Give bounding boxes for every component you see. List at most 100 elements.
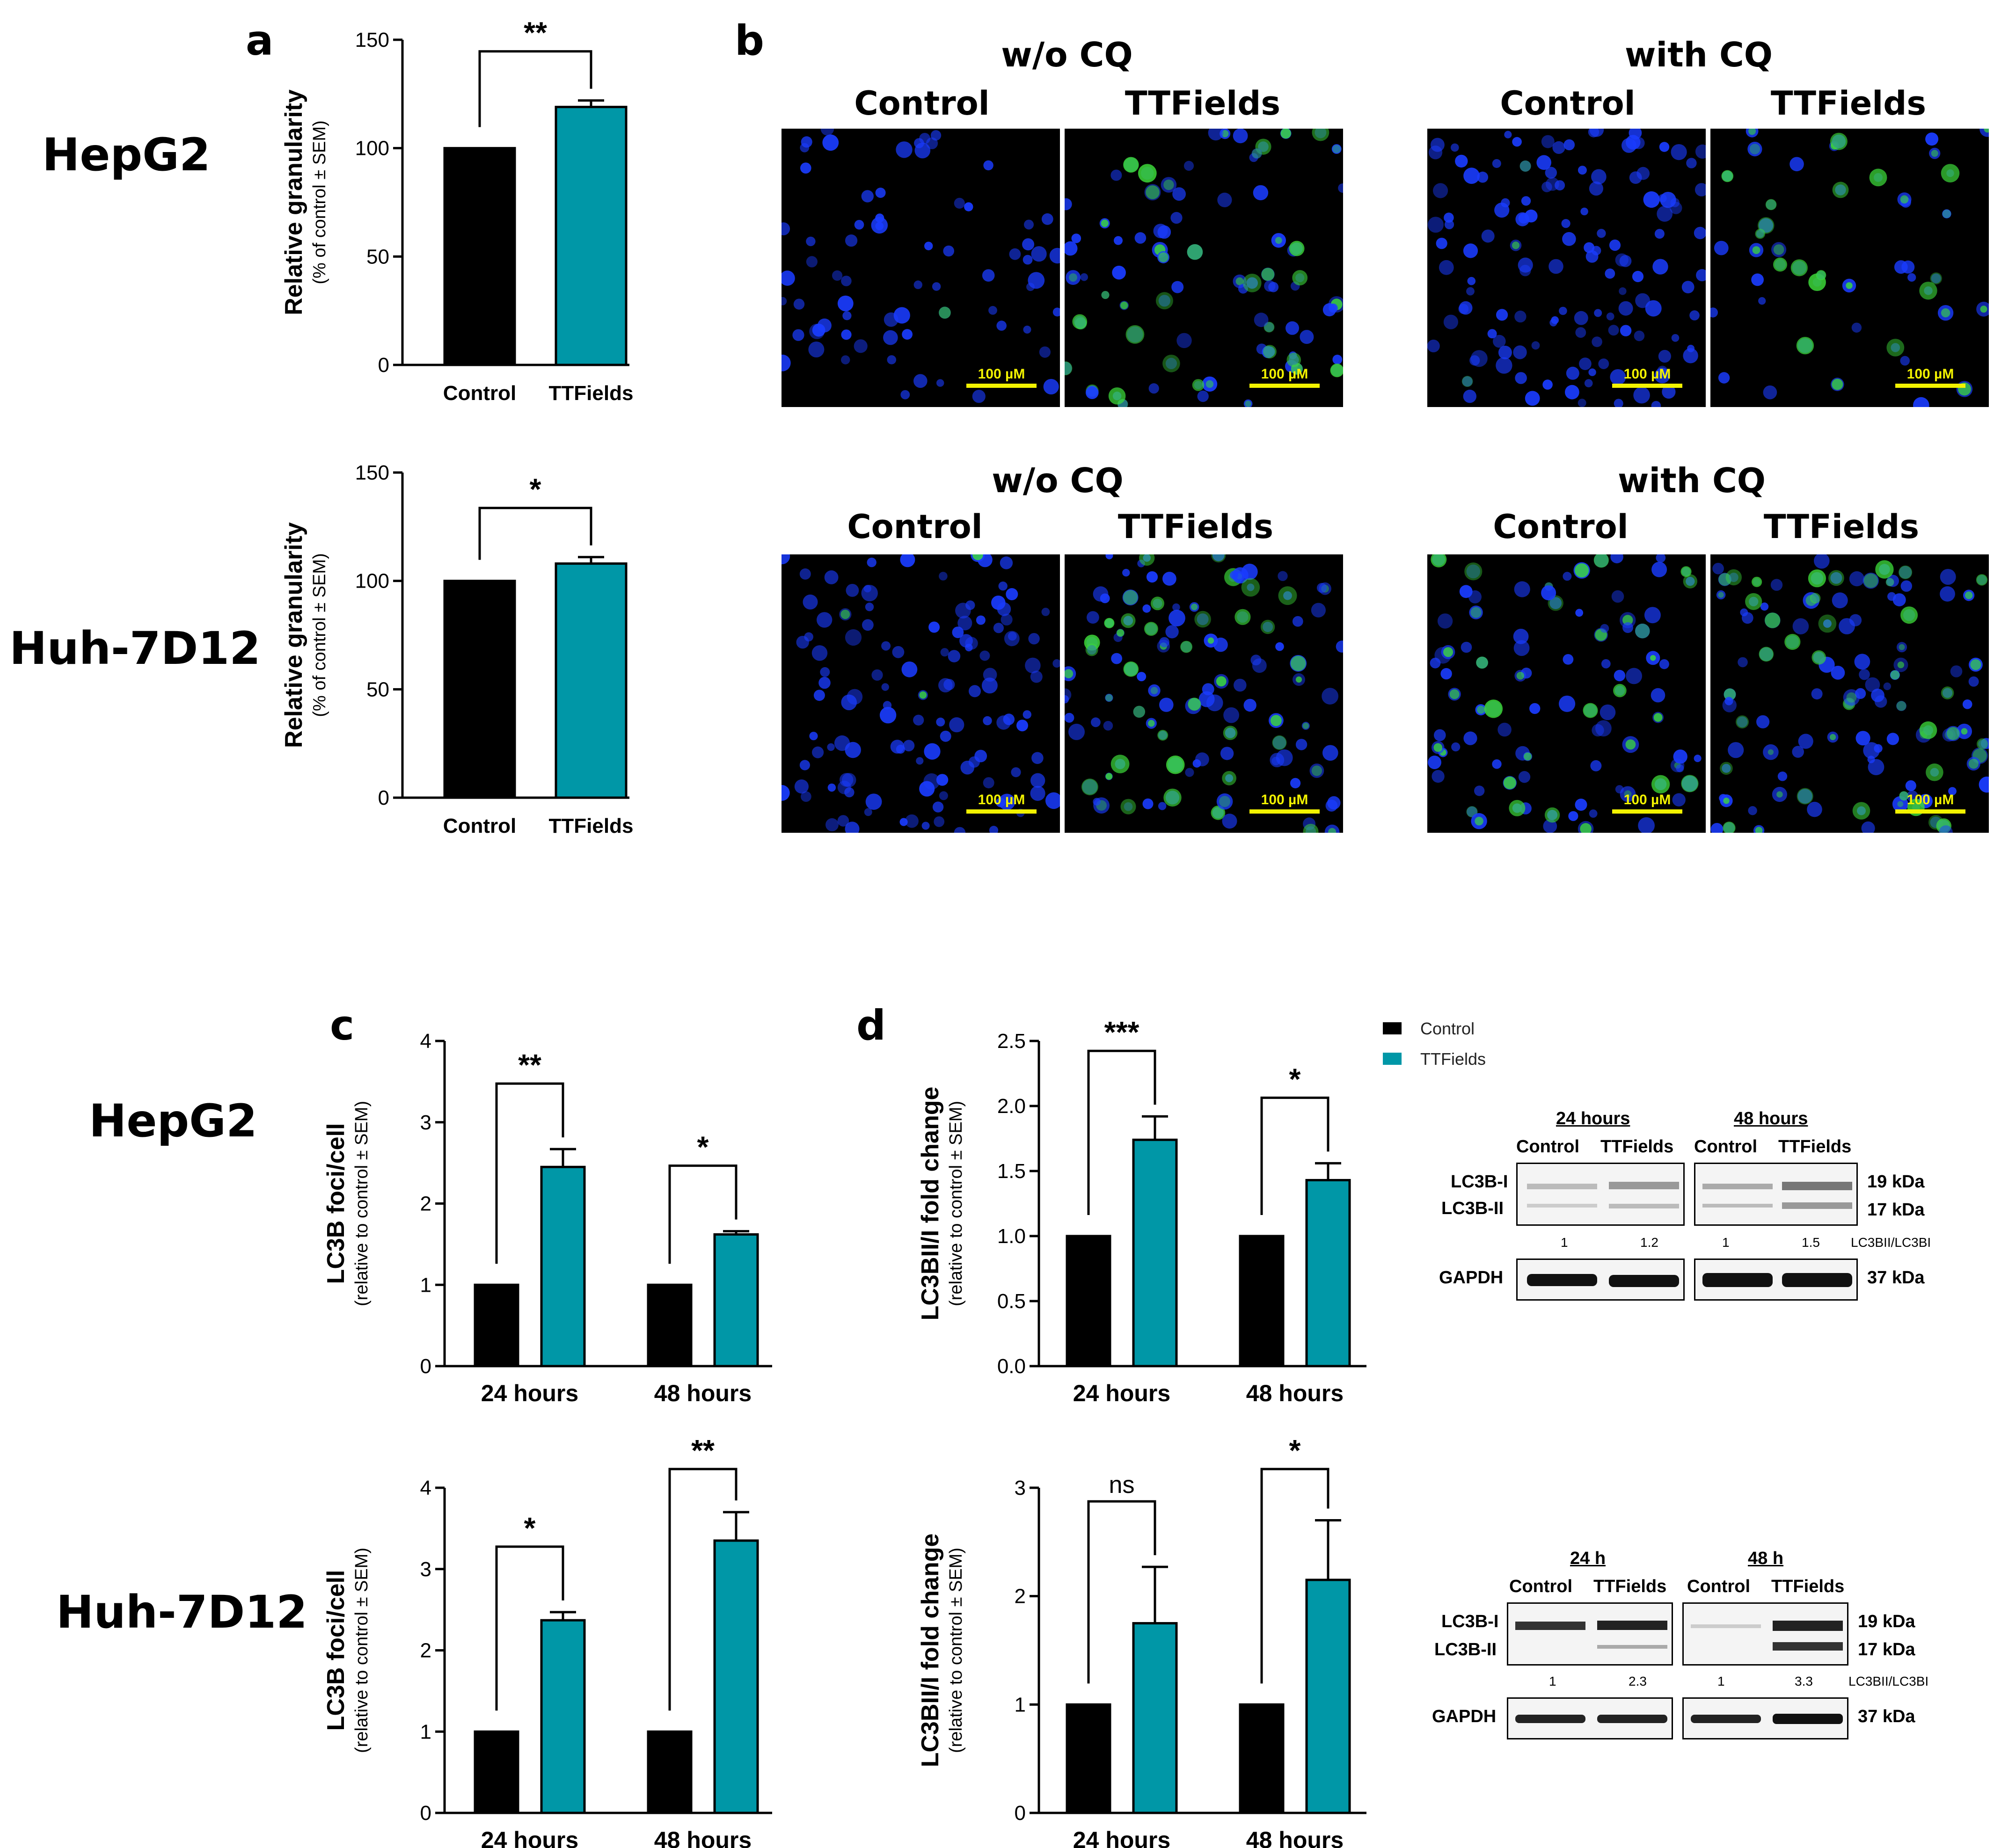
- chart-c-huh: 0 1 2 3 4 LC3B foci/cell (relative to control …: [322, 1433, 772, 1848]
- y-tick-label: 100: [355, 570, 389, 593]
- wb2-ratio-3: 1: [1717, 1674, 1725, 1688]
- group-title-bottom-right: with CQ: [1618, 461, 1766, 500]
- scalebar: [1895, 809, 1965, 814]
- micrograph-cells: [1710, 129, 1989, 407]
- wb2-blot-gapdh-a: [1507, 1697, 1673, 1739]
- y-tick-label: 3: [420, 1558, 431, 1581]
- x-tick-label: Control: [443, 815, 516, 837]
- y-axis-sublabel: (relative to control ± SEM): [352, 1548, 372, 1753]
- col-control-top-right: Control: [1500, 84, 1636, 123]
- wb2-blot-lc3-a: [1507, 1602, 1673, 1666]
- bar-control-24h: [1066, 1235, 1111, 1368]
- y-tick-label: 2: [420, 1193, 431, 1215]
- wb2-band-1: LC3B-I: [1441, 1612, 1499, 1631]
- scalebar-label: 100 µM: [978, 792, 1025, 808]
- scalebar: [966, 384, 1037, 388]
- y-tick-label: 2.0: [997, 1095, 1026, 1118]
- significance-bracket: [668, 1164, 738, 1264]
- significance-bracket: [1260, 1468, 1329, 1684]
- wb1-blot-gapdh-b: [1694, 1259, 1858, 1301]
- bar-control: [443, 580, 516, 799]
- wb1-col-3: Control: [1694, 1137, 1758, 1157]
- col-ttfields-bottom-right: TTFields: [1763, 508, 1920, 546]
- micrograph-hepg2-nocq-ttfields: 100 µM: [1065, 129, 1343, 407]
- y-axis-label: LC3BII/I fold change: [917, 1087, 944, 1321]
- scalebar-label: 100 µM: [1906, 792, 1954, 808]
- significance-bracket: [1087, 1500, 1156, 1684]
- y-tick-label: 0: [420, 1355, 431, 1378]
- micrograph-hepg2-cq-control: 100 µM: [1427, 129, 1706, 407]
- bar-ttfields-48h: [1305, 1579, 1351, 1814]
- chart-d-hepg2: 0.0 0.5 1.0 1.5 2.0 2.5 LC3BII/I fold change (r…: [917, 1015, 1366, 1406]
- scalebar-label: 100 µM: [1261, 792, 1308, 808]
- y-tick-label: 1: [1015, 1693, 1026, 1716]
- wb2-col-1: Control: [1509, 1577, 1573, 1596]
- wb1-blot-lc3-a: [1516, 1163, 1685, 1226]
- y-axis-sublabel: (relative to control ± SEM): [946, 1101, 966, 1306]
- scalebar: [1895, 384, 1965, 388]
- y-axis-label: LC3B foci/cell: [322, 1123, 350, 1284]
- x-tick-label: Control: [443, 382, 516, 405]
- bar-control-48h: [647, 1283, 693, 1368]
- col-control-bottom-right: Control: [1493, 508, 1629, 546]
- x-tick-label: 48 hours: [1246, 1380, 1344, 1406]
- scalebar-label: 100 µM: [1261, 366, 1308, 382]
- bar-control-48h: [647, 1730, 693, 1814]
- wb1-loading-label: GAPDH: [1439, 1268, 1504, 1288]
- legend-swatch-control: [1383, 1022, 1402, 1034]
- significance-label: **: [524, 16, 547, 50]
- row-label-huh-top: Huh-7D12: [9, 622, 261, 675]
- panel-letter-b: b: [735, 16, 764, 65]
- wb2-col-2: TTFields: [1593, 1577, 1667, 1596]
- significance-bracket: [668, 1468, 738, 1711]
- y-tick-label: 1.0: [997, 1225, 1026, 1248]
- y-tick-label: 50: [366, 245, 389, 268]
- micrograph-cells: [1428, 554, 1702, 833]
- group-title-top-left: w/o CQ: [1001, 35, 1133, 74]
- x-tick-label: 48 hours: [1246, 1827, 1344, 1848]
- y-tick-label: 3: [420, 1111, 431, 1134]
- y-tick-label: 4: [420, 1030, 431, 1053]
- scalebar-label: 100 µM: [1623, 366, 1671, 382]
- col-ttfields-bottom-left: TTFields: [1118, 508, 1274, 546]
- legend-label-control: Control: [1420, 1019, 1475, 1038]
- wb2-size-2: 17 kDa: [1858, 1640, 1915, 1659]
- wb1-band-2: LC3B-II: [1441, 1199, 1504, 1218]
- y-axis-sublabel: (relative to control ± SEM): [946, 1548, 966, 1753]
- scalebar-label: 100 µM: [1906, 366, 1954, 382]
- wb2-col-4: TTFields: [1771, 1577, 1845, 1596]
- group-title-bottom-left: w/o CQ: [992, 461, 1124, 500]
- scalebar-label: 100 µM: [1623, 792, 1671, 808]
- y-tick-label: 0: [420, 1802, 431, 1825]
- wb1-ratio-2: 1.2: [1640, 1235, 1658, 1250]
- significance-label: ns: [1109, 1471, 1135, 1499]
- wb2-time-24: 24 h: [1570, 1549, 1606, 1568]
- y-tick-label: 0.0: [997, 1355, 1026, 1378]
- wb2-ratio-4: 3.3: [1795, 1674, 1813, 1688]
- wb2-ratio-label: LC3BII/LC3BI: [1848, 1674, 1929, 1688]
- chart-d-huh: 0 1 2 3 LC3BII/I fold change (relative to con…: [917, 1433, 1366, 1848]
- bar-ttfields: [555, 106, 628, 366]
- wb1-ratio-1: 1: [1561, 1235, 1568, 1250]
- wb2-col-3: Control: [1687, 1577, 1751, 1596]
- micrograph-hepg2-nocq-control: 100 µM: [782, 129, 1060, 407]
- micrograph-cells: [782, 554, 1060, 833]
- wb2-blot-gapdh-b: [1682, 1697, 1848, 1739]
- wb1-blot-lc3-b: [1694, 1163, 1858, 1226]
- y-tick-label: 1.5: [997, 1160, 1026, 1183]
- micrograph-huh-cq-ttfields: 100 µM: [1710, 554, 1989, 833]
- legend-swatch-ttfields: [1383, 1053, 1402, 1065]
- row-label-hepg2-bottom: HepG2: [89, 1095, 257, 1147]
- micrograph-cells: [1710, 554, 1989, 833]
- wb2-ratio-2: 2.3: [1629, 1674, 1647, 1688]
- micrograph-cells: [1065, 554, 1343, 833]
- significance-label: *: [530, 473, 541, 506]
- wb1-loading-size: 37 kDa: [1867, 1268, 1925, 1288]
- row-label-hepg2-top: HepG2: [42, 129, 211, 181]
- chart-a-hepg2: 0 50 100 150 Relative granularity (% of contr…: [280, 16, 633, 405]
- bar-control-48h: [1239, 1235, 1285, 1368]
- x-tick-label: 24 hours: [1073, 1380, 1170, 1406]
- significance-label: *: [697, 1130, 709, 1164]
- y-tick-label: 2.5: [997, 1030, 1026, 1053]
